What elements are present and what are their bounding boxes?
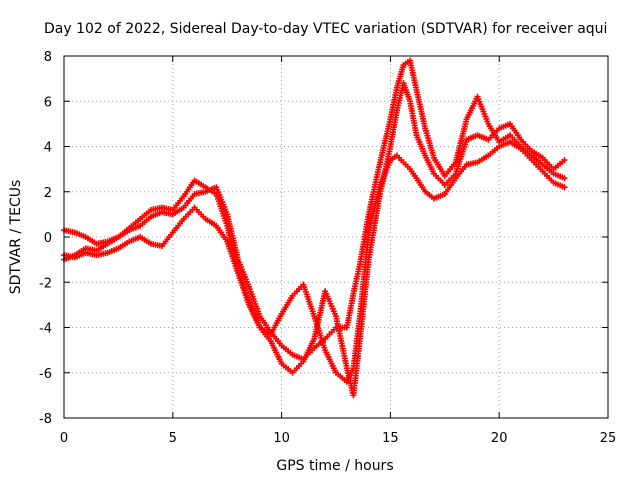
x-tick-label: 20 [491,431,508,446]
data-point [561,157,568,164]
y-tick-label: 8 [44,50,52,65]
data-point [561,184,568,191]
y-tick-label: 0 [44,231,52,246]
y-tick-label: -4 [39,322,52,337]
y-axis-label: SDTVAR / TECUs [8,180,24,295]
x-tick-label: 15 [382,431,399,446]
y-tick-label: 4 [44,141,52,156]
x-tick-label: 0 [60,431,68,446]
y-tick-label: -8 [39,412,52,427]
data-point [561,175,568,182]
series-track-c [61,138,568,385]
chart-title: Day 102 of 2022, Sidereal Day-to-day VTE… [44,21,607,37]
x-tick-label: 10 [273,431,290,446]
y-tick-label: -6 [39,367,52,382]
y-tick-label: 2 [44,186,52,201]
y-tick-label: 6 [44,95,52,110]
data-points [61,57,568,399]
x-tick-label: 25 [600,431,617,446]
x-tick-label: 5 [169,431,177,446]
axis-ticks: 0 5 10 15 20 25 -8 -6 -4 -2 0 2 4 6 8 [39,50,616,446]
x-axis-label: GPS time / hours [276,458,393,474]
y-tick-label: -2 [39,276,52,291]
